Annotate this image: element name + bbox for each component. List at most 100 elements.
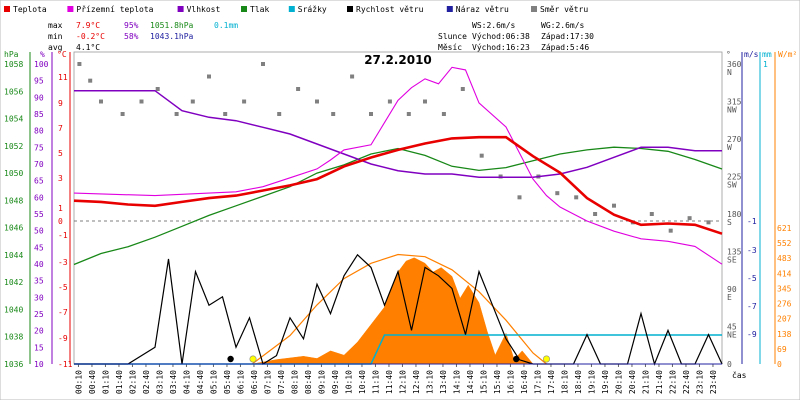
pct-tick-1: 95 [34, 77, 44, 86]
c-tick-1: 9 [58, 99, 63, 108]
wind-direction-point-11 [261, 62, 265, 66]
legend-label-7: Směr větru [540, 5, 588, 14]
pct-axis-title: % [40, 50, 45, 59]
wind-direction-point-8 [207, 74, 211, 79]
hpa-tick-7: 1044 [4, 251, 23, 260]
x-tick-18: 09:10 [317, 370, 326, 394]
x-tick-8: 04:10 [182, 370, 191, 394]
pct-tick-4: 80 [34, 127, 44, 136]
wind-direction-point-34 [687, 216, 692, 221]
x-tick-45: 22:40 [682, 370, 691, 394]
legend-swatch-6 [446, 6, 453, 12]
x-tick-41: 20:40 [628, 370, 637, 394]
hpa-tick-10: 1038 [4, 333, 23, 342]
wind-direction-point-0 [77, 62, 82, 66]
x-tick-16: 08:10 [290, 370, 299, 394]
x-tick-5: 02:40 [142, 370, 151, 394]
dir-label-5: SE [727, 256, 737, 265]
wind-direction-point-17 [369, 112, 373, 116]
x-tick-34: 17:10 [533, 370, 542, 394]
wm-tick-0: 621 [777, 224, 792, 233]
dir-label-4: S [727, 218, 732, 227]
x-tick-20: 10:10 [344, 370, 353, 394]
wind-direction-point-24 [498, 174, 503, 179]
wm-axis-title: W/m² [778, 50, 797, 59]
pct-tick-9: 55 [34, 210, 44, 219]
x-tick-1: 00:40 [88, 370, 97, 394]
stats-max-label: max [48, 21, 63, 30]
wm-tick-4: 345 [777, 284, 792, 293]
x-tick-15: 07:40 [277, 370, 286, 394]
c-tick-7: -1 [58, 231, 68, 240]
legend-label-0: Teplota [13, 5, 47, 14]
x-tick-40: 20:10 [614, 370, 623, 394]
stats-max-hum: 95% [124, 21, 139, 30]
pct-tick-6: 70 [34, 160, 44, 169]
c-tick-9: -5 [58, 283, 68, 292]
x-tick-39: 19:40 [601, 370, 610, 394]
wind-direction-point-18 [387, 99, 392, 104]
c-axis-title: °C [57, 50, 67, 59]
pct-tick-14: 30 [34, 293, 44, 302]
wind-direction-point-32 [649, 212, 654, 216]
x-tick-24: 12:10 [398, 370, 407, 394]
hpa-axis-title: hPa [4, 50, 19, 59]
x-tick-3: 01:40 [115, 370, 124, 394]
wind-direction-point-22 [460, 87, 465, 91]
pct-tick-15: 25 [34, 310, 44, 319]
legend-label-4: Srážky [298, 5, 327, 14]
wm-tick-5: 276 [777, 300, 792, 309]
x-tick-32: 16:10 [506, 370, 515, 394]
pct-tick-11: 45 [34, 243, 44, 252]
hpa-tick-3: 1052 [4, 142, 23, 151]
ms-tick-4: -9 [747, 330, 757, 339]
wind-direction-point-4 [139, 99, 144, 104]
wg-value: WG:2.6m/s [541, 21, 585, 30]
x-tick-14: 07:10 [263, 370, 272, 394]
sun-label: Slunce [438, 32, 467, 41]
c-tick-2: 7 [58, 124, 63, 133]
moonset-value: Západ:5:46 [541, 43, 589, 52]
x-tick-33: 16:40 [520, 370, 529, 394]
legend-label-3: Tlak [250, 5, 269, 14]
x-tick-21: 10:40 [358, 370, 367, 394]
wind-direction-point-13 [296, 87, 301, 91]
c-tick-5: 1 [58, 204, 63, 213]
wind-direction-point-7 [190, 99, 195, 104]
wind-direction-point-10 [242, 99, 247, 104]
c-tick-3: 5 [58, 149, 63, 158]
legend-swatch-3 [241, 6, 247, 12]
plot-area [73, 62, 723, 366]
x-tick-23: 11:40 [385, 370, 394, 394]
x-tick-46: 23:10 [695, 370, 704, 394]
dir-tick-4: 180 [727, 210, 742, 219]
x-tick-47: 23:40 [709, 370, 718, 394]
legend-swatch-2 [177, 6, 184, 12]
ms-tick-2: -5 [747, 274, 757, 283]
wind-direction-point-29 [593, 212, 598, 216]
ms-tick-0: -1 [747, 217, 757, 226]
wind-direction-point-15 [331, 112, 336, 116]
moonset-marker [227, 355, 234, 363]
x-tick-26: 13:10 [425, 370, 434, 394]
x-tick-42: 21:10 [641, 370, 650, 394]
x-tick-4: 02:10 [128, 370, 137, 394]
wind-direction-point-5 [155, 87, 160, 91]
c-tick-12: -11 [58, 360, 73, 369]
x-tick-12: 06:10 [236, 370, 245, 394]
wind-direction-point-1 [88, 78, 93, 83]
wind-direction-point-16 [350, 74, 355, 79]
hpa-tick-11: 1036 [4, 360, 23, 369]
wind-direction-point-19 [406, 112, 411, 116]
x-tick-7: 03:40 [169, 370, 178, 394]
x-tick-9: 04:40 [196, 370, 205, 394]
dir-tick-8: 0 [727, 360, 732, 369]
moonrise-marker [513, 355, 520, 363]
pct-tick-13: 35 [34, 277, 44, 286]
sunrise-marker [249, 355, 257, 363]
moon-label: Měsíc [438, 43, 462, 52]
wind-direction-point-2 [99, 99, 103, 104]
x-axis-title: čas [732, 370, 747, 380]
stats-max-rain: 0.1mm [214, 21, 238, 30]
